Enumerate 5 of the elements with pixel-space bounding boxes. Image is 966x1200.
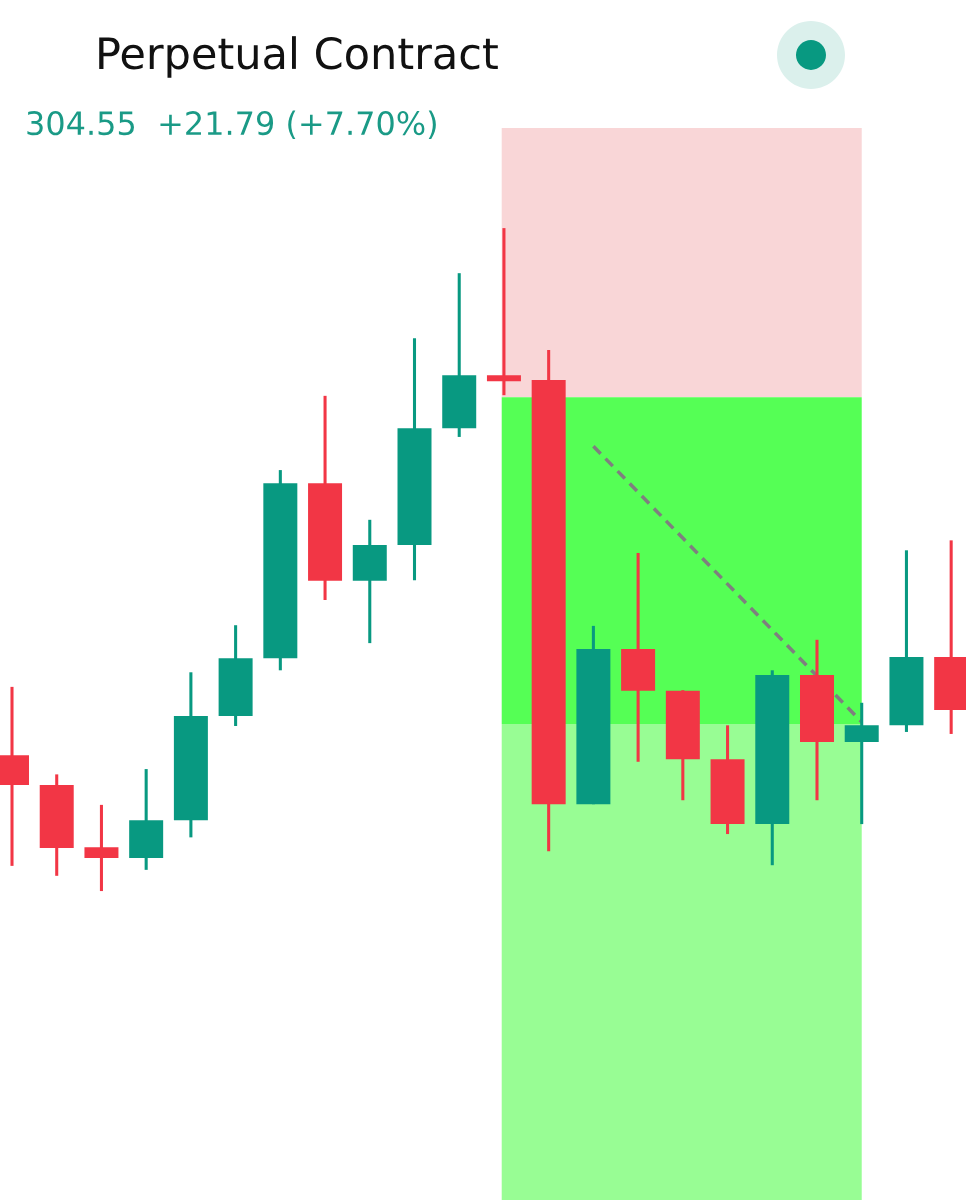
candlestick bbox=[844, 701, 879, 826]
chart-subtitle: 304.55 +21.79 (+7.70%) bbox=[27, 110, 436, 140]
chart-title: Perpetual Contract bbox=[99, 36, 498, 78]
candlestick bbox=[486, 228, 521, 397]
candlestick bbox=[84, 803, 119, 893]
